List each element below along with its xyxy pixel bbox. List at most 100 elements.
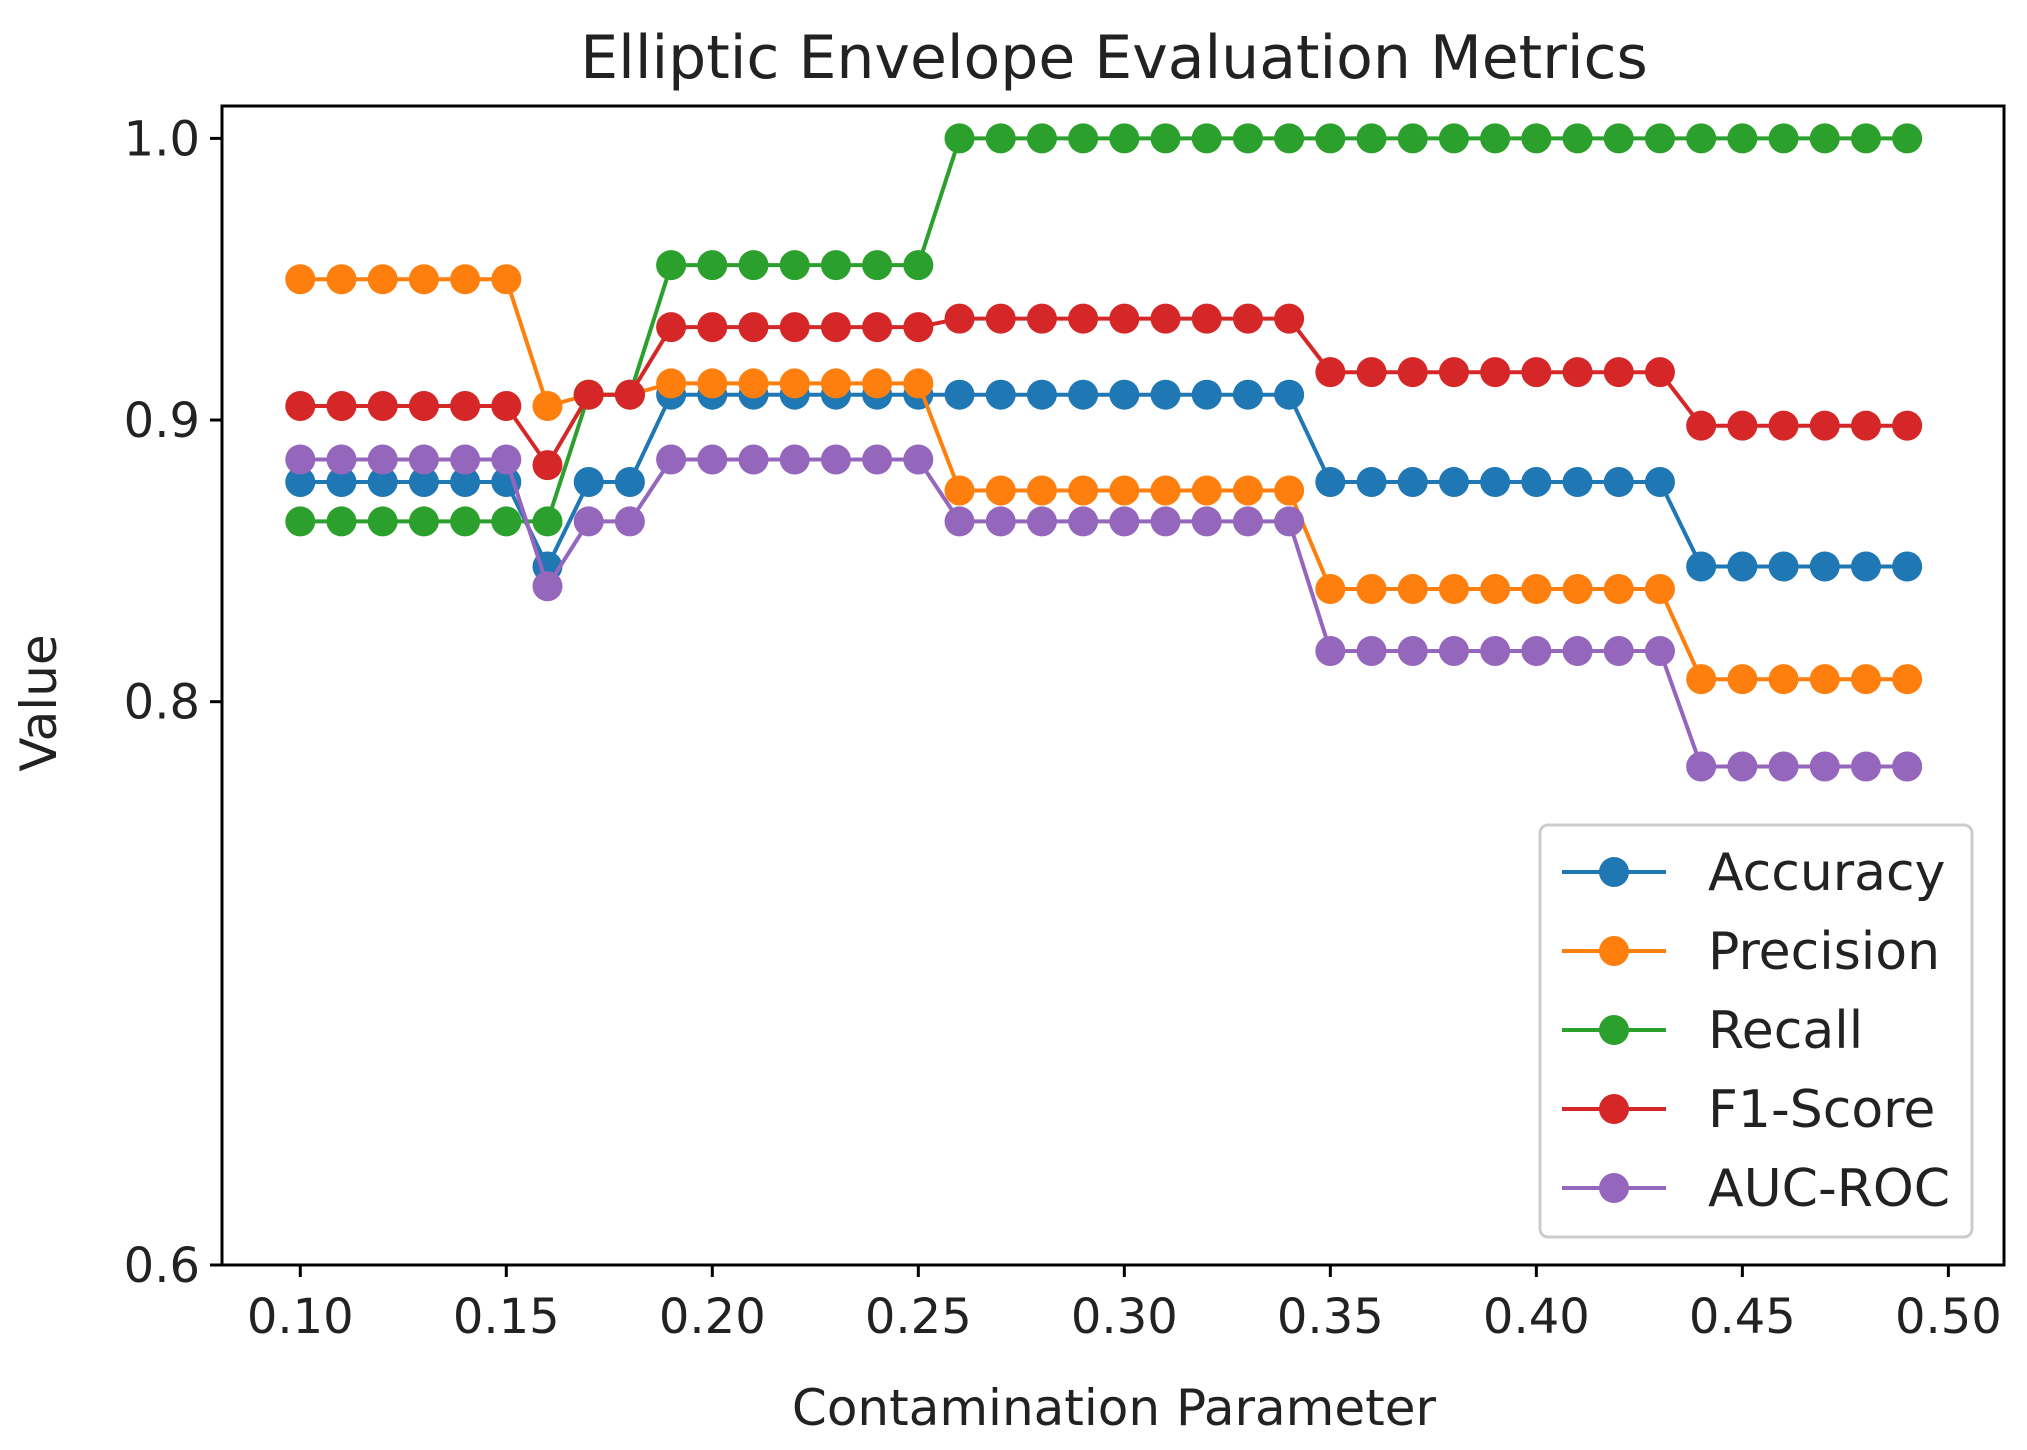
x-tick-label: 0.25 (865, 1289, 972, 1345)
auc-roc-point (779, 444, 810, 475)
y-tick-label: 0.6 (124, 1238, 200, 1294)
auc-roc-point (1397, 635, 1428, 666)
accuracy-point (491, 467, 522, 498)
precision-point (1603, 574, 1634, 605)
recall-point (903, 250, 934, 281)
recall-line (300, 136, 1908, 524)
auc-roc-point (1686, 751, 1717, 782)
legend: Accuracy Precision Recall F1-Score AUC-ROC (1538, 823, 1974, 1239)
f1-score-point (1438, 357, 1469, 388)
recall-point (697, 250, 728, 281)
legend-item-accuracy: Accuracy (1562, 843, 1945, 903)
y-axis: 0.6 0.8 0.9 1.0 (124, 111, 222, 1294)
recall-point (1850, 123, 1881, 154)
auc-roc-point (573, 506, 604, 537)
x-tick-label: 0.35 (1277, 1289, 1384, 1345)
recall-point (1356, 123, 1387, 154)
x-tick-label: 0.10 (247, 1289, 354, 1345)
auc-roc-line (300, 457, 1908, 769)
plot-area (285, 123, 1923, 782)
legend-item-f1-score: F1-Score (1562, 1080, 1935, 1140)
precision-point (1892, 664, 1923, 695)
auc-roc-point (1438, 635, 1469, 666)
accuracy-point (1809, 551, 1840, 582)
auc-roc-point (1768, 751, 1799, 782)
f1-score-point (820, 312, 851, 343)
auc-roc-point (1850, 751, 1881, 782)
f1-score-point (573, 379, 604, 410)
f1-score-point (1521, 357, 1552, 388)
precision-point (285, 264, 316, 295)
precision-point (1109, 475, 1140, 506)
accuracy-line (300, 392, 1908, 572)
recall-point (1232, 123, 1263, 154)
accuracy-point (1315, 467, 1346, 498)
legend-swatch-marker (1599, 857, 1629, 887)
legend-label: Recall (1708, 1001, 1863, 1061)
y-tick-label: 0.8 (124, 675, 200, 731)
f1-score-point (1562, 357, 1593, 388)
recall-point (779, 250, 810, 281)
f1-score-point (697, 312, 728, 343)
auc-roc-point (1727, 751, 1758, 782)
f1-score-point (1686, 410, 1717, 441)
legend-swatch-marker (1599, 1094, 1629, 1124)
precision-point (1809, 664, 1840, 695)
accuracy-point (1356, 467, 1387, 498)
f1-score-point (1768, 410, 1799, 441)
auc-roc-point (1809, 751, 1840, 782)
x-tick-label: 0.45 (1689, 1289, 1796, 1345)
series-auc-roc (285, 444, 1923, 782)
precision-point (944, 475, 975, 506)
precision-point (1232, 475, 1263, 506)
auc-roc-point (1562, 635, 1593, 666)
auc-roc-point (532, 571, 563, 602)
recall-point (1397, 123, 1428, 154)
recall-point (1727, 123, 1758, 154)
f1-score-point (450, 390, 481, 421)
recall-point (450, 506, 481, 537)
auc-roc-point (1892, 751, 1923, 782)
auc-roc-point (1109, 506, 1140, 537)
precision-point (1686, 664, 1717, 695)
f1-score-line (300, 316, 1908, 469)
recall-point (1480, 123, 1511, 154)
x-tick-label: 0.50 (1895, 1289, 2002, 1345)
recall-point (1109, 123, 1140, 154)
precision-line (300, 277, 1908, 682)
accuracy-point (450, 467, 481, 498)
series-precision (285, 264, 1923, 695)
f1-score-point (1356, 357, 1387, 388)
recall-point (1562, 123, 1593, 154)
legend-swatch-marker (1599, 1015, 1629, 1045)
precision-point (1480, 574, 1511, 605)
precision-point (491, 264, 522, 295)
recall-point (1068, 123, 1099, 154)
f1-score-point (1315, 357, 1346, 388)
f1-score-point (614, 379, 645, 410)
f1-score-point (1150, 303, 1181, 334)
f1-score-point (1809, 410, 1840, 441)
recall-point (1191, 123, 1222, 154)
legend-swatch-marker (1599, 1173, 1629, 1203)
f1-score-point (1480, 357, 1511, 388)
precision-point (1068, 475, 1099, 506)
f1-score-point (326, 390, 357, 421)
recall-point (944, 123, 975, 154)
legend-label: F1-Score (1708, 1080, 1935, 1140)
f1-score-point (1603, 357, 1634, 388)
legend-box (1538, 823, 1974, 1239)
auc-roc-point (326, 444, 357, 475)
precision-point (1438, 574, 1469, 605)
accuracy-point (1850, 551, 1881, 582)
accuracy-point (326, 467, 357, 498)
accuracy-point (1892, 551, 1923, 582)
accuracy-point (1521, 467, 1552, 498)
series-f1-score (285, 303, 1923, 481)
auc-roc-point (1150, 506, 1181, 537)
legend-swatch-marker (1599, 936, 1629, 966)
x-tick-label: 0.30 (1071, 1289, 1178, 1345)
precision-point (450, 264, 481, 295)
